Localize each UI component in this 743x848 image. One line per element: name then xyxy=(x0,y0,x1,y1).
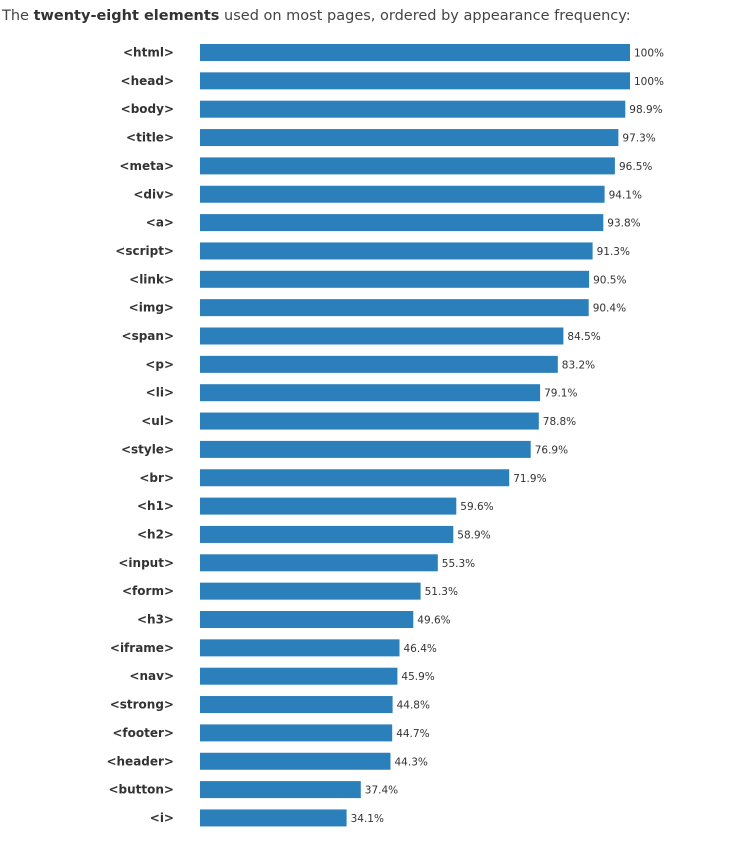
value-label: 58.9% xyxy=(457,529,490,541)
value-label: 37.4% xyxy=(365,785,398,797)
bar xyxy=(200,185,605,203)
bar xyxy=(200,752,391,770)
value-label: 44.8% xyxy=(397,700,430,712)
intro-after: used on most pages, ordered by appearanc… xyxy=(219,8,631,24)
bar xyxy=(200,44,630,61)
bar xyxy=(200,781,361,799)
bar xyxy=(200,611,414,628)
bar xyxy=(200,525,454,543)
bar xyxy=(200,384,541,402)
category-label: <strong> xyxy=(110,698,174,712)
category-label: <a> xyxy=(146,216,174,230)
value-label: 44.7% xyxy=(396,728,429,740)
bar xyxy=(200,299,589,317)
category-label: <span> xyxy=(122,329,174,343)
value-label: 55.3% xyxy=(442,558,475,570)
value-label: 100% xyxy=(634,48,664,60)
value-label: 46.4% xyxy=(404,643,437,655)
bar xyxy=(200,100,626,118)
bar xyxy=(200,270,590,288)
intro-bold: twenty-eight elements xyxy=(33,8,220,24)
value-label: 34.1% xyxy=(351,813,384,825)
intro-before: The xyxy=(2,8,34,24)
bar xyxy=(200,724,393,742)
category-label: <nav> xyxy=(129,669,174,683)
bar xyxy=(200,469,510,487)
category-label: <li> xyxy=(146,386,174,400)
value-label: 83.2% xyxy=(562,359,595,371)
category-label: <ul> xyxy=(141,414,174,428)
category-label: <script> xyxy=(115,244,174,258)
bar xyxy=(200,809,347,827)
bar xyxy=(200,667,398,685)
value-label: 84.5% xyxy=(567,331,600,343)
value-label: 91.3% xyxy=(597,246,630,258)
category-label: <h1> xyxy=(137,499,174,513)
category-label: <h3> xyxy=(137,613,174,627)
bar xyxy=(200,214,604,232)
category-label: <header> xyxy=(106,754,174,768)
bar xyxy=(200,497,457,515)
value-label: 97.3% xyxy=(622,133,655,145)
category-label: <h2> xyxy=(137,527,174,541)
category-label: <body> xyxy=(121,102,174,116)
category-label: <iframe> xyxy=(110,641,174,655)
category-label: <title> xyxy=(126,131,174,145)
bar xyxy=(200,157,615,175)
value-label: 51.3% xyxy=(425,586,458,598)
value-label: 59.6% xyxy=(460,501,493,513)
value-label: 45.9% xyxy=(401,671,434,683)
value-label: 100% xyxy=(634,76,664,88)
bar xyxy=(200,696,393,714)
bar xyxy=(200,639,400,657)
category-label: <i> xyxy=(150,811,174,825)
category-label: <form> xyxy=(122,584,174,598)
value-label: 90.4% xyxy=(593,303,626,315)
bar xyxy=(200,327,564,345)
category-label: <br> xyxy=(139,471,174,485)
category-label: <style> xyxy=(121,442,174,456)
value-label: 76.9% xyxy=(535,444,568,456)
bar xyxy=(200,412,539,430)
category-label: <img> xyxy=(129,301,174,315)
bar xyxy=(200,355,558,373)
category-label: <footer> xyxy=(112,726,174,740)
bar xyxy=(200,554,438,572)
category-label: <head> xyxy=(121,74,174,88)
value-label: 44.3% xyxy=(395,756,428,768)
category-label: <button> xyxy=(108,783,174,797)
category-label: <html> xyxy=(123,46,174,60)
value-label: 78.8% xyxy=(543,416,576,428)
bar xyxy=(200,440,531,458)
value-label: 93.8% xyxy=(607,218,640,230)
value-label: 79.1% xyxy=(544,388,577,400)
category-label: <input> xyxy=(118,556,174,570)
value-label: 71.9% xyxy=(513,473,546,485)
value-label: 90.5% xyxy=(593,274,626,286)
intro-text: The twenty-eight elements used on most p… xyxy=(2,6,737,26)
bar xyxy=(200,242,593,260)
value-label: 96.5% xyxy=(619,161,652,173)
value-label: 98.9% xyxy=(629,104,662,116)
bar xyxy=(200,582,421,600)
bar xyxy=(200,72,630,90)
category-label: <meta> xyxy=(119,159,174,173)
category-label: <p> xyxy=(145,357,174,371)
value-label: 94.1% xyxy=(609,189,642,201)
value-label: 49.6% xyxy=(417,615,450,627)
category-label: <div> xyxy=(133,187,174,201)
bar xyxy=(200,129,619,147)
category-label: <link> xyxy=(129,272,174,286)
